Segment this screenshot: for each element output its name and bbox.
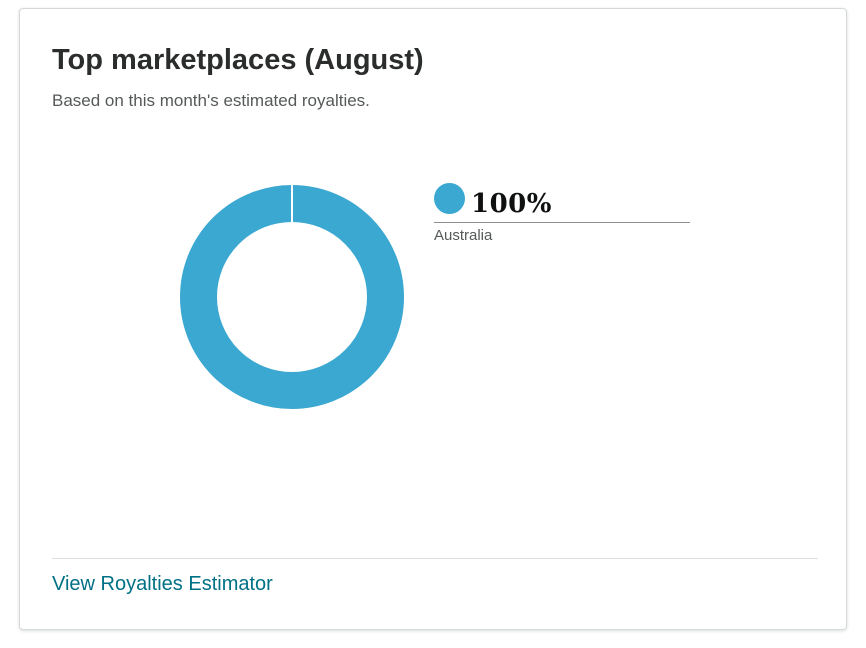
legend-value: 100% [471, 189, 552, 219]
top-marketplaces-card: Top marketplaces (August) Based on this … [19, 8, 847, 630]
donut-chart-svg [180, 184, 404, 409]
donut-chart [177, 182, 407, 412]
view-royalties-estimator-link[interactable]: View Royalties Estimator [52, 573, 273, 595]
donut-slice-australia[interactable] [180, 185, 404, 409]
card-title: Top marketplaces (August) [52, 44, 424, 76]
legend-label: Australia [434, 227, 493, 244]
footer-divider [52, 558, 818, 559]
legend-swatch-icon [434, 183, 465, 214]
card-subtitle: Based on this month's estimated royaltie… [52, 91, 370, 110]
legend-item: 100% Australia [434, 181, 690, 247]
legend-rule [434, 222, 690, 223]
chart-legend: 100% Australia [434, 181, 690, 247]
